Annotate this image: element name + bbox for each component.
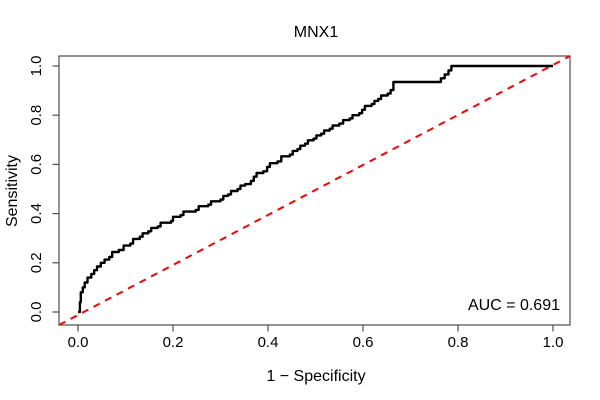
- roc-curve: [78, 64, 553, 314]
- y-tick-label: 0.4: [28, 203, 45, 224]
- x-tick-label: 0.6: [353, 334, 374, 351]
- x-tick-label: 0.2: [163, 334, 184, 351]
- x-axis-label: 1 − Specificity: [266, 368, 365, 385]
- y-tick-label: 0.0: [28, 302, 45, 323]
- x-axis-ticks: 0.0 0.2 0.4 0.6 0.8 1.0: [68, 325, 564, 351]
- chance-reference-line: [58, 55, 571, 326]
- y-tick-label: 0.8: [28, 105, 45, 126]
- x-tick-label: 0.8: [448, 334, 469, 351]
- y-tick-label: 0.2: [28, 252, 45, 273]
- auc-annotation: AUC = 0.691: [468, 297, 560, 314]
- y-axis-ticks: 0.0 0.2 0.4 0.6 0.8 1.0: [28, 56, 59, 323]
- x-tick-label: 0.0: [68, 334, 89, 351]
- y-axis-label: Sensitivity: [4, 155, 21, 227]
- y-tick-label: 0.6: [28, 154, 45, 175]
- x-tick-label: 1.0: [543, 334, 564, 351]
- plot-box-border: [58, 55, 571, 326]
- y-tick-label: 1.0: [28, 56, 45, 77]
- x-tick-label: 0.4: [258, 334, 279, 351]
- chart-title: MNX1: [294, 24, 339, 41]
